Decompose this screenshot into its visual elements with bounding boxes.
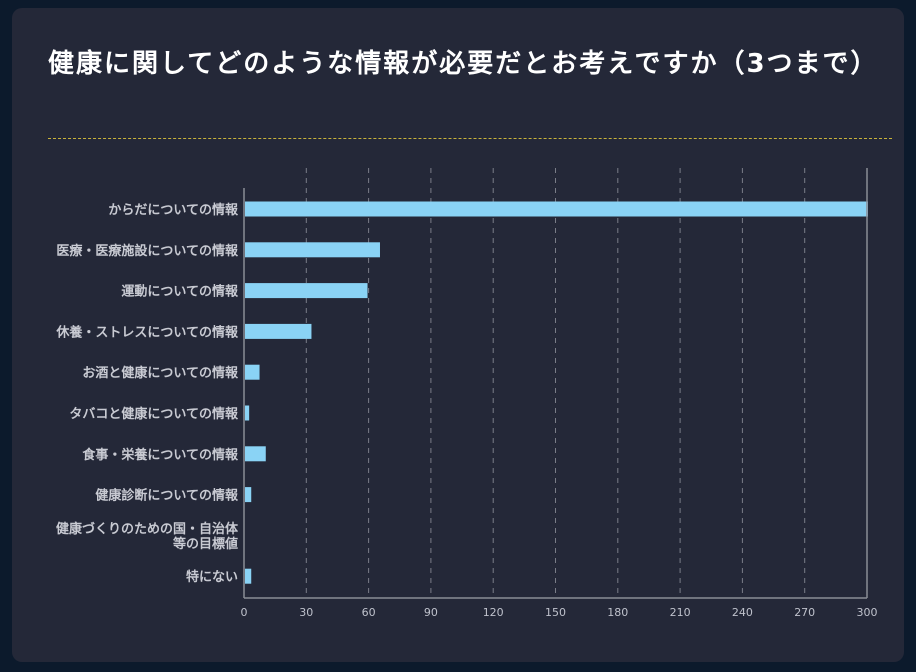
category-label: からだについての情報 [108, 202, 239, 218]
x-tick-label: 270 [794, 606, 815, 619]
tick-labels: 0 30 60 90 120 150 180 210 240 270 300 [241, 606, 878, 619]
bar [245, 283, 368, 299]
x-tick-label: 180 [607, 606, 628, 619]
x-tick-label: 120 [483, 606, 504, 619]
x-tick-label: 60 [362, 606, 376, 619]
x-tick-label: 300 [857, 606, 878, 619]
category-label: 医療・医療施設についての情報 [56, 243, 239, 259]
category-label: 健康診断についての情報 [95, 488, 239, 504]
category-label: タバコと健康についての情報 [69, 406, 239, 422]
bar [245, 242, 380, 258]
category-label: 食事・栄養についての情報 [82, 447, 239, 463]
x-tick-label: 30 [299, 606, 313, 619]
bars [245, 201, 868, 584]
bar [245, 364, 260, 380]
bar [245, 568, 252, 584]
chart-card: 健康に関してどのような情報が必要だとお考えですか（3つまで） [12, 8, 904, 662]
grid-lines [305, 168, 806, 598]
category-label: 運動についての情報 [121, 284, 239, 300]
axes [243, 168, 868, 599]
x-tick-label: 90 [424, 606, 438, 619]
bar [245, 201, 868, 217]
x-tick-label: 0 [241, 606, 248, 619]
category-label: 健康づくりのための国・自治体等の目標値 [56, 521, 239, 552]
x-tick-label: 150 [545, 606, 566, 619]
chart-title: 健康に関してどのような情報が必要だとお考えですか（3つまで） [48, 49, 879, 79]
bar [245, 487, 252, 503]
bar [245, 405, 250, 421]
bar [245, 446, 266, 462]
x-tick-label: 240 [732, 606, 753, 619]
title-divider [48, 138, 892, 139]
category-label: 特にない [186, 569, 238, 585]
bar [245, 323, 312, 339]
category-label: お酒と健康についての情報 [82, 365, 239, 381]
category-labels: からだについての情報医療・医療施設についての情報運動についての情報休養・ストレス… [55, 202, 239, 585]
category-label: 休養・ストレスについての情報 [55, 324, 239, 340]
x-tick-label: 210 [670, 606, 691, 619]
